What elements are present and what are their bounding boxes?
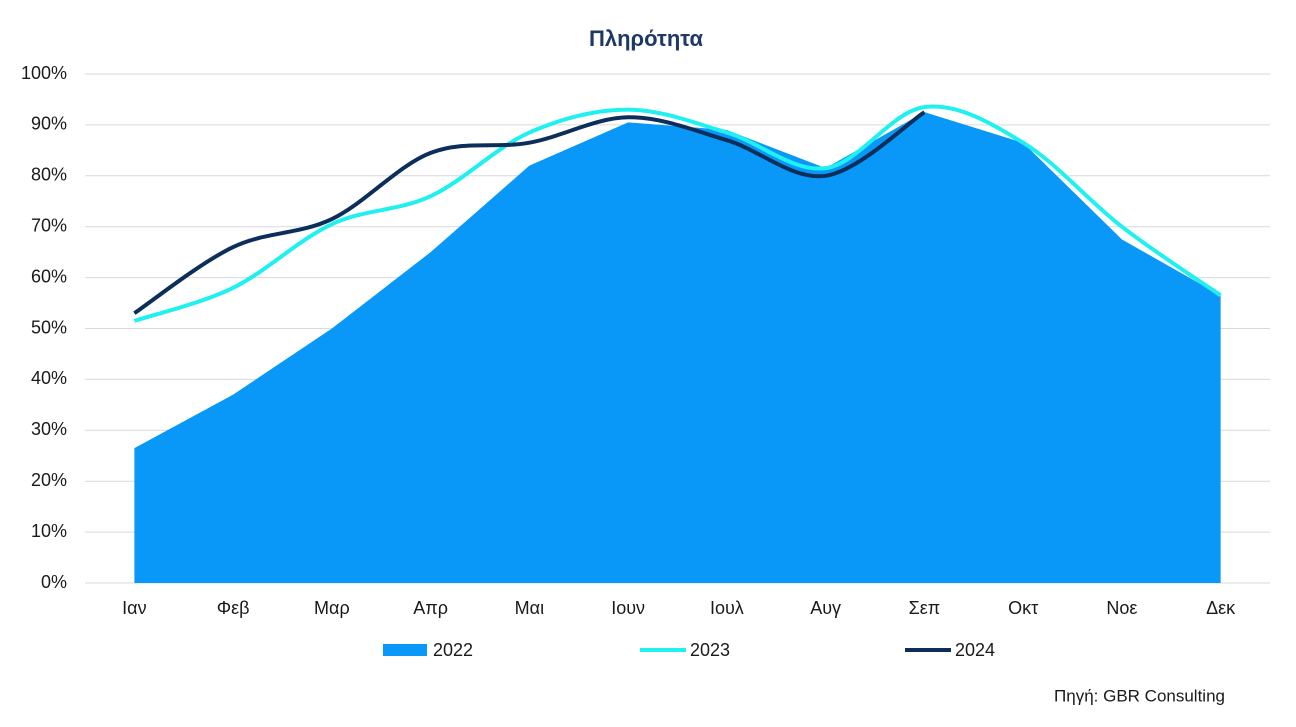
line <box>133 104 1222 323</box>
x-tick-label: Φεβ <box>217 598 250 618</box>
x-tick-label: Ιαν <box>122 598 146 618</box>
x-tick-label: Ιουλ <box>710 598 744 618</box>
x-tick-label: Ιουν <box>611 598 645 618</box>
legend-label: 2023 <box>690 640 730 660</box>
x-tick-label: Οκτ <box>1008 598 1038 618</box>
y-tick-label: 0% <box>41 572 67 592</box>
x-tick-label: Αυγ <box>810 598 841 618</box>
legend-label: 2022 <box>433 640 473 660</box>
y-tick-label: 70% <box>31 215 67 235</box>
y-tick-label: 90% <box>31 114 67 134</box>
legend-swatch <box>383 644 427 656</box>
y-tick-label: 20% <box>31 470 67 490</box>
x-tick-label: Μαι <box>515 598 544 618</box>
line <box>133 110 926 315</box>
y-tick-label: 100% <box>21 63 67 83</box>
area <box>134 112 1221 584</box>
x-tick-label: Απρ <box>413 598 448 618</box>
source-note: Πηγή: GBR Consulting <box>1054 686 1225 705</box>
y-tick-label: 50% <box>31 317 67 337</box>
y-tick-label: 10% <box>31 521 67 541</box>
x-tick-label: Νοε <box>1106 598 1137 618</box>
y-tick-label: 60% <box>31 266 67 286</box>
x-tick-label: Σεπ <box>909 598 941 618</box>
y-tick-label: 30% <box>31 419 67 439</box>
legend-label: 2024 <box>955 640 995 660</box>
x-tick-label: Δεκ <box>1206 598 1236 618</box>
x-tick-label: Μαρ <box>314 598 350 618</box>
chart-title: Πληρότητα <box>589 26 703 51</box>
y-tick-label: 40% <box>31 368 67 388</box>
y-tick-label: 80% <box>31 165 67 185</box>
